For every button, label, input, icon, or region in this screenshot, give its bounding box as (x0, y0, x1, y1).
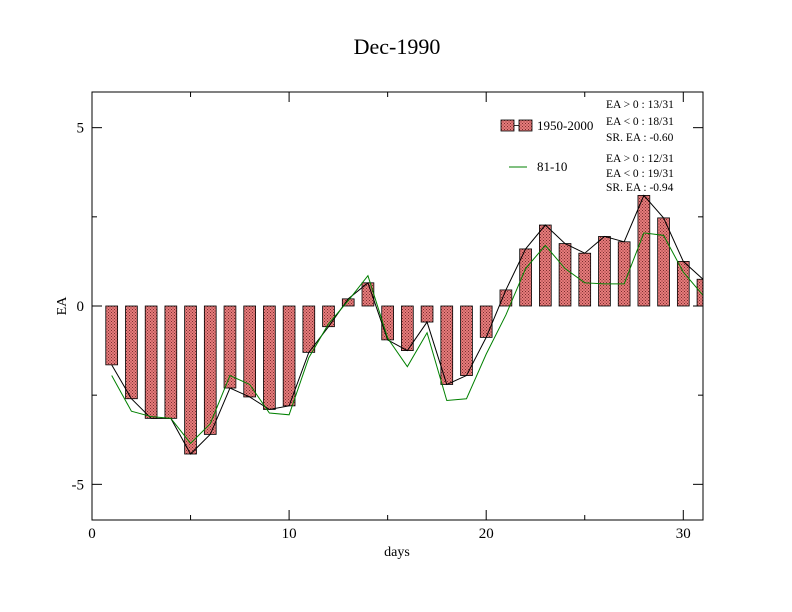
stat-line-sr: SR. EA : -0.94 (606, 182, 674, 194)
legend-label-81-10: 81-10 (537, 159, 567, 174)
bar-day-31 (696, 278, 704, 307)
stat-line-negative: EA < 0 : 19/31 (606, 168, 674, 180)
bar-day-6 (203, 305, 217, 435)
bar-day-24 (558, 243, 572, 307)
series-1950-2000-line (111, 194, 704, 455)
chart-title: Dec-1990 (354, 34, 441, 59)
bar-day-21 (499, 289, 513, 307)
bar-day-8 (243, 305, 256, 398)
bar-day-28 (637, 195, 651, 307)
y-axis-label: EA (55, 296, 70, 316)
y-tick-label: 5 (77, 121, 85, 137)
bar-day-11 (302, 305, 316, 353)
bar-day-5 (184, 305, 197, 455)
bar-day-2 (125, 305, 138, 400)
stat-bar-positive: EA > 0 : 13/31 (606, 99, 674, 111)
bar-day-23 (539, 224, 552, 307)
x-tick-label: 0 (88, 526, 96, 542)
bar-day-1 (105, 305, 119, 366)
axis-ticks: 0 10 20 30 -5 0 5 (72, 92, 703, 542)
bar-day-10 (282, 305, 296, 407)
line-series (111, 194, 704, 455)
stat-line-positive: EA > 0 : 12/31 (606, 153, 674, 165)
legend-label-1950-2000: 1950-2000 (537, 118, 593, 133)
stat-bar-sr: SR. EA : -0.60 (606, 132, 674, 144)
bar-day-29 (657, 217, 670, 307)
bar-day-15 (381, 305, 394, 341)
x-tick-label: 20 (479, 526, 494, 542)
bar-day-17 (420, 305, 434, 323)
x-tick-label: 10 (282, 526, 297, 542)
x-axis-label: days (384, 545, 410, 560)
y-tick-label: -5 (72, 477, 85, 493)
plot-frame (91, 91, 704, 521)
y-tick-label: 0 (77, 299, 85, 315)
bar-day-30 (676, 261, 690, 307)
bar-day-4 (164, 305, 178, 419)
bar-day-3 (144, 305, 158, 419)
bar-day-9 (263, 305, 276, 410)
legend-bar-swatch (500, 119, 533, 132)
series-81-10-line (111, 232, 704, 445)
bar-series (105, 195, 704, 455)
x-tick-label: 30 (676, 526, 691, 542)
stat-bar-negative: EA < 0 : 18/31 (606, 116, 674, 128)
bar-day-20 (479, 305, 493, 338)
bar-day-26 (598, 236, 611, 307)
bar-day-19 (460, 305, 473, 376)
legend: 1950-2000 EA > 0 : 13/31 EA < 0 : 18/31 … (500, 99, 674, 194)
